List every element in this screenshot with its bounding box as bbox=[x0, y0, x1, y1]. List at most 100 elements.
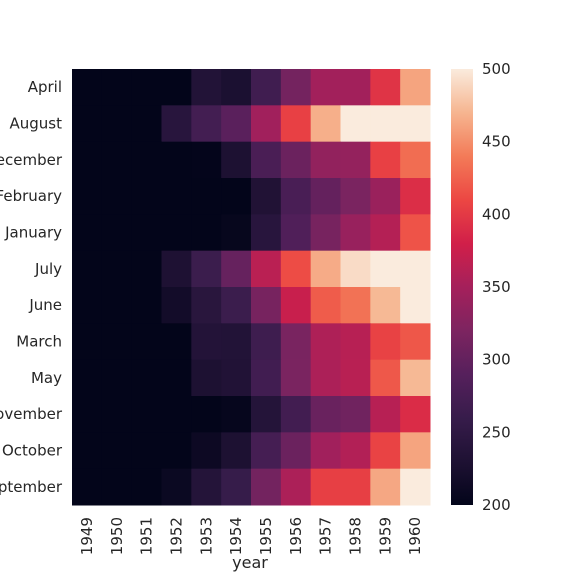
heatmap-cell bbox=[161, 396, 192, 433]
heatmap-cell bbox=[101, 214, 133, 252]
heatmap-cell bbox=[400, 359, 431, 397]
heatmap-cell bbox=[101, 250, 133, 288]
heatmap-cell bbox=[370, 396, 401, 433]
heatmap-cell bbox=[251, 214, 282, 252]
heatmap-cell bbox=[131, 468, 162, 506]
heatmap-cell bbox=[340, 432, 371, 470]
heatmap-cell bbox=[280, 432, 312, 470]
heatmap-cell bbox=[310, 323, 341, 361]
heatmap-cell bbox=[310, 69, 341, 106]
heatmap-cell bbox=[280, 396, 312, 433]
heatmap-cell bbox=[72, 287, 103, 324]
heatmap-cell bbox=[131, 287, 162, 324]
heatmap-cell bbox=[161, 468, 192, 506]
x-tick-label: 1959 bbox=[376, 517, 394, 555]
heatmap-cell bbox=[370, 250, 401, 288]
heatmap-cell bbox=[191, 287, 222, 324]
heatmap-cell bbox=[161, 359, 192, 397]
heatmap-cell bbox=[221, 69, 252, 106]
heatmap-cell bbox=[131, 214, 162, 252]
heatmap-cell bbox=[370, 287, 401, 324]
heatmap-cell bbox=[101, 69, 133, 106]
heatmap-cell bbox=[310, 359, 341, 397]
heatmap-cell bbox=[221, 141, 252, 179]
heatmap-cell bbox=[72, 141, 103, 179]
y-tick-label: August bbox=[10, 115, 63, 133]
heatmap-cell bbox=[280, 359, 312, 397]
heatmap-cell bbox=[280, 214, 312, 252]
heatmap-cell bbox=[131, 105, 162, 143]
heatmap-cell bbox=[72, 69, 103, 106]
y-tick-labels: April August December February January July Ju… bbox=[0, 78, 63, 496]
heatmap-cell bbox=[101, 468, 133, 506]
heatmap-cell bbox=[370, 468, 401, 506]
heatmap-cell bbox=[340, 178, 371, 215]
colorbar-tick-label: 500 bbox=[482, 60, 511, 78]
heatmap-cell bbox=[161, 178, 192, 215]
heatmap-cell bbox=[72, 178, 103, 215]
heatmap-cell bbox=[161, 432, 192, 470]
x-tick-label: 1952 bbox=[167, 517, 185, 555]
heatmap-cell bbox=[221, 323, 252, 361]
heatmap-cell bbox=[101, 323, 133, 361]
heatmap-cell bbox=[131, 323, 162, 361]
heatmap-cell bbox=[191, 105, 222, 143]
heatmap-cell bbox=[400, 468, 431, 506]
x-tick-label: 1960 bbox=[406, 517, 424, 555]
heatmap-cell bbox=[251, 250, 282, 288]
heatmap-cell bbox=[251, 432, 282, 470]
heatmap-cell bbox=[221, 214, 252, 252]
heatmap-cell bbox=[131, 250, 162, 288]
y-tick-label: January bbox=[4, 224, 62, 242]
heatmap-cell bbox=[280, 323, 312, 361]
x-tick-label: 1956 bbox=[287, 517, 305, 555]
heatmap-cell bbox=[191, 69, 222, 106]
heatmap-cell bbox=[72, 432, 103, 470]
colorbar-tick-label: 250 bbox=[482, 423, 511, 441]
heatmap-cell bbox=[400, 323, 431, 361]
heatmap-cell bbox=[191, 141, 222, 179]
y-tick-label: June bbox=[28, 296, 62, 314]
heatmap-cell bbox=[400, 105, 431, 143]
heatmap-cell bbox=[251, 468, 282, 506]
heatmap-cell bbox=[161, 323, 192, 361]
heatmap-cell bbox=[101, 287, 133, 324]
heatmap-cell bbox=[131, 432, 162, 470]
heatmap-cell bbox=[340, 359, 371, 397]
x-tick-label: 1949 bbox=[78, 517, 96, 555]
heatmap-cell bbox=[251, 287, 282, 324]
x-tick-label: 1958 bbox=[346, 517, 364, 555]
heatmap-cell bbox=[101, 105, 133, 143]
heatmap-cell bbox=[400, 396, 431, 433]
x-tick-label: 1950 bbox=[108, 517, 126, 555]
heatmap-cell bbox=[72, 214, 103, 252]
heatmap-cell bbox=[400, 432, 431, 470]
heatmap-cell bbox=[310, 141, 341, 179]
x-tick-label: 1957 bbox=[317, 517, 335, 555]
heatmap-cell bbox=[310, 105, 341, 143]
colorbar: 200 250 300 350 400 450 500 bbox=[451, 60, 511, 514]
heatmap-cell bbox=[251, 359, 282, 397]
heatmap-cell bbox=[131, 141, 162, 179]
y-tick-label: February bbox=[0, 187, 62, 205]
y-tick-label: April bbox=[28, 78, 62, 96]
heatmap-cell bbox=[161, 105, 192, 143]
heatmap-cell bbox=[340, 69, 371, 106]
heatmap-cell bbox=[191, 178, 222, 215]
heatmap-cell bbox=[72, 359, 103, 397]
heatmap-cell bbox=[310, 396, 341, 433]
heatmap-cell bbox=[370, 178, 401, 215]
colorbar-tick-label: 450 bbox=[482, 133, 511, 151]
heatmap-cell bbox=[370, 141, 401, 179]
x-tick-label: 1954 bbox=[227, 517, 245, 555]
colorbar-tick-label: 200 bbox=[482, 496, 511, 514]
y-tick-label: March bbox=[16, 333, 62, 351]
heatmap-cell bbox=[72, 396, 103, 433]
heatmap-cell bbox=[280, 250, 312, 288]
heatmap-cell bbox=[310, 178, 341, 215]
y-tick-label: November bbox=[0, 405, 63, 423]
heatmap-cell bbox=[251, 323, 282, 361]
colorbar-gradient bbox=[451, 69, 473, 505]
heatmap-cell bbox=[101, 141, 133, 179]
